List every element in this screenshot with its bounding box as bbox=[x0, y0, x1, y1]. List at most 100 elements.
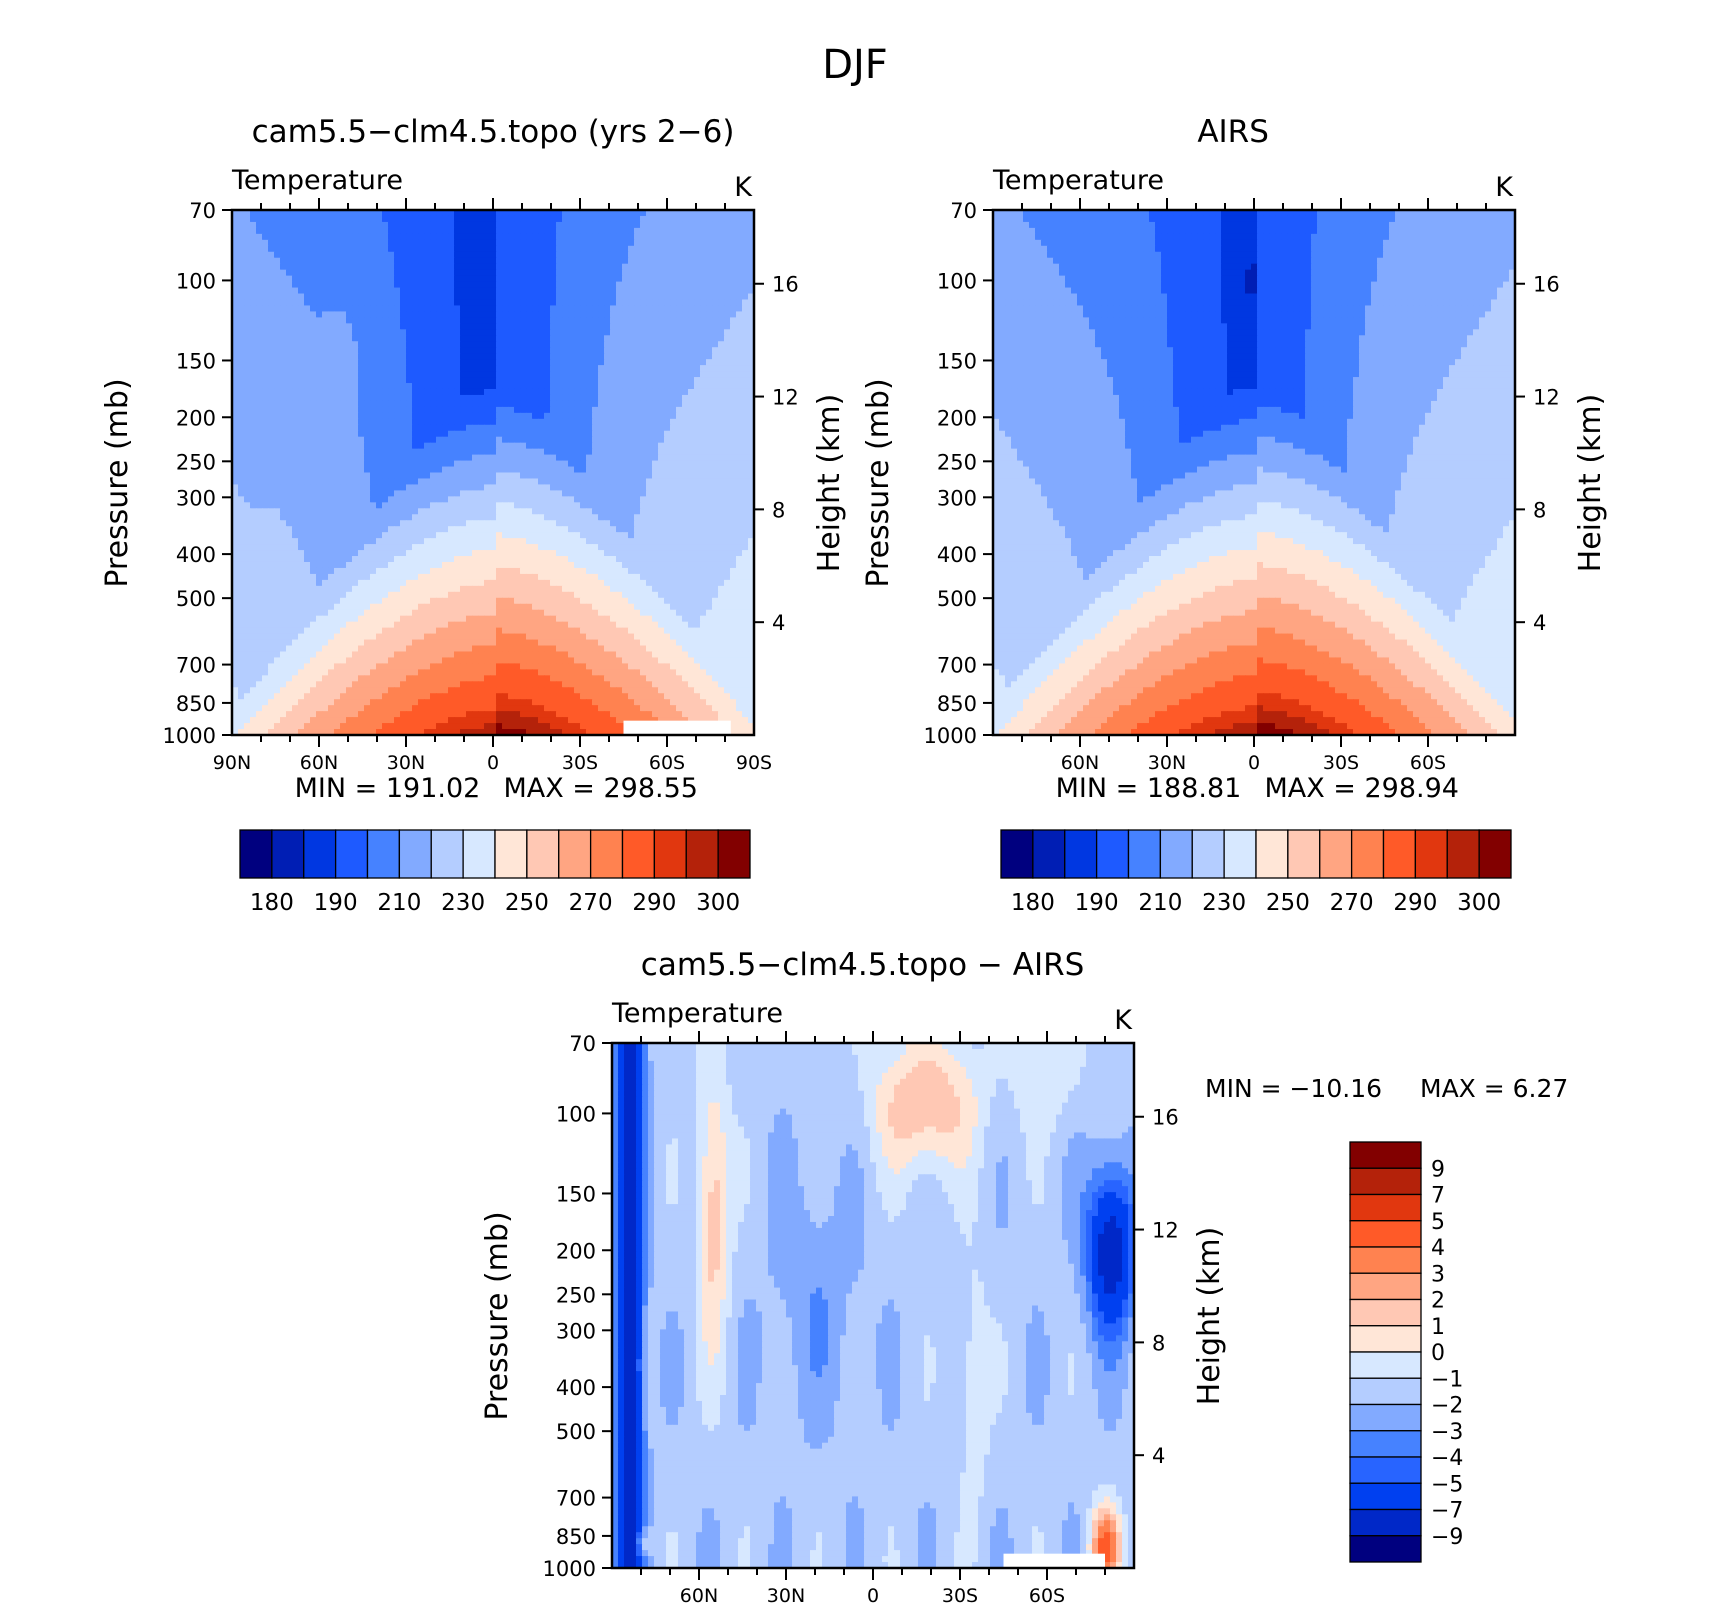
field-cell bbox=[664, 430, 671, 438]
field-cell bbox=[502, 263, 509, 271]
field-cell bbox=[526, 305, 533, 313]
field-cell bbox=[376, 394, 383, 402]
field-cell bbox=[718, 472, 725, 480]
field-cell bbox=[460, 466, 467, 474]
field-cell bbox=[574, 329, 581, 336]
field-cell bbox=[448, 293, 455, 301]
field-cell bbox=[400, 508, 407, 515]
field-cell bbox=[238, 490, 245, 497]
field-cell bbox=[430, 442, 437, 450]
field-cell bbox=[544, 544, 551, 551]
field-cell bbox=[508, 448, 515, 456]
field-cell bbox=[556, 532, 563, 539]
field-cell bbox=[574, 305, 581, 313]
field-cell bbox=[724, 412, 731, 420]
field-cell bbox=[436, 317, 443, 324]
field-cell bbox=[382, 532, 389, 539]
field-cell bbox=[712, 299, 719, 307]
field-cell bbox=[262, 257, 269, 265]
field-cell bbox=[652, 484, 659, 491]
field-cell bbox=[730, 269, 737, 277]
field-cell bbox=[334, 365, 341, 372]
field-cell bbox=[340, 353, 347, 360]
field-cell bbox=[544, 466, 551, 474]
field-cell bbox=[256, 227, 263, 235]
field-cell bbox=[520, 466, 527, 474]
field-cell bbox=[628, 424, 635, 432]
field-cell bbox=[592, 436, 599, 444]
field-cell bbox=[376, 418, 383, 426]
field-cell bbox=[292, 335, 299, 342]
field-cell bbox=[346, 323, 353, 330]
field-cell bbox=[568, 251, 575, 259]
field-cell bbox=[316, 520, 323, 527]
field-cell bbox=[376, 484, 383, 491]
field-cell bbox=[706, 484, 713, 491]
field-cell bbox=[688, 388, 695, 396]
field-cell bbox=[268, 526, 275, 533]
field-cell bbox=[694, 472, 701, 480]
field-cell bbox=[328, 257, 335, 265]
field-cell bbox=[274, 412, 281, 420]
field-cell bbox=[250, 311, 257, 318]
field-cell bbox=[694, 353, 701, 360]
field-cell bbox=[268, 341, 275, 348]
field-cell bbox=[478, 383, 485, 390]
field-cell bbox=[340, 287, 347, 295]
field-cell bbox=[568, 323, 575, 330]
field-cell bbox=[370, 329, 377, 336]
field-cell bbox=[442, 257, 449, 265]
field-cell bbox=[334, 436, 341, 444]
field-cell bbox=[550, 281, 557, 289]
field-cell bbox=[436, 544, 443, 551]
field-cell bbox=[262, 323, 269, 330]
field-cell bbox=[364, 299, 371, 307]
field-cell bbox=[304, 448, 311, 456]
field-cell bbox=[694, 257, 701, 265]
field-cell bbox=[508, 257, 515, 265]
field-cell bbox=[550, 257, 557, 265]
field-cell bbox=[496, 323, 503, 330]
field-cell bbox=[280, 538, 287, 545]
field-cell bbox=[736, 335, 743, 342]
field-cell bbox=[724, 287, 731, 295]
field-cell bbox=[424, 526, 431, 533]
field-cell bbox=[496, 514, 503, 521]
field-cell bbox=[484, 227, 491, 235]
field-cell bbox=[340, 442, 347, 450]
variable-label: Temperature bbox=[231, 165, 403, 196]
field-cell bbox=[304, 526, 311, 533]
field-cell bbox=[736, 388, 743, 396]
field-cell bbox=[256, 210, 263, 217]
field-cell bbox=[310, 215, 317, 223]
field-cell bbox=[424, 233, 431, 241]
field-cell bbox=[586, 365, 593, 372]
field-cell bbox=[460, 275, 467, 283]
field-cell bbox=[622, 215, 629, 223]
field-cell bbox=[316, 406, 323, 414]
field-cell bbox=[436, 341, 443, 348]
field-cell bbox=[298, 388, 305, 396]
field-cell bbox=[748, 412, 754, 420]
field-cell bbox=[712, 227, 719, 235]
field-cell bbox=[232, 430, 239, 438]
field-cell bbox=[586, 239, 593, 247]
field-cell bbox=[652, 263, 659, 271]
field-cell bbox=[748, 388, 754, 396]
field-cell bbox=[736, 341, 743, 348]
field-cell bbox=[250, 442, 257, 450]
field-cell bbox=[250, 448, 257, 456]
field-cell bbox=[280, 263, 287, 271]
field-cell bbox=[520, 281, 527, 289]
field-cell bbox=[406, 215, 413, 223]
field-cell bbox=[238, 227, 245, 235]
field-cell bbox=[382, 311, 389, 318]
field-cell bbox=[424, 412, 431, 420]
field-cell bbox=[418, 347, 425, 354]
field-cell bbox=[514, 538, 521, 545]
field-cell bbox=[694, 293, 701, 301]
field-cell bbox=[454, 299, 461, 307]
field-cell bbox=[352, 377, 359, 384]
field-cell bbox=[520, 293, 527, 301]
field-cell bbox=[358, 245, 365, 253]
